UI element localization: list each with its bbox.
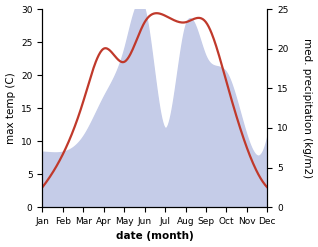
Y-axis label: max temp (C): max temp (C) [5,72,16,144]
Y-axis label: med. precipitation (kg/m2): med. precipitation (kg/m2) [302,38,313,178]
X-axis label: date (month): date (month) [116,231,194,242]
